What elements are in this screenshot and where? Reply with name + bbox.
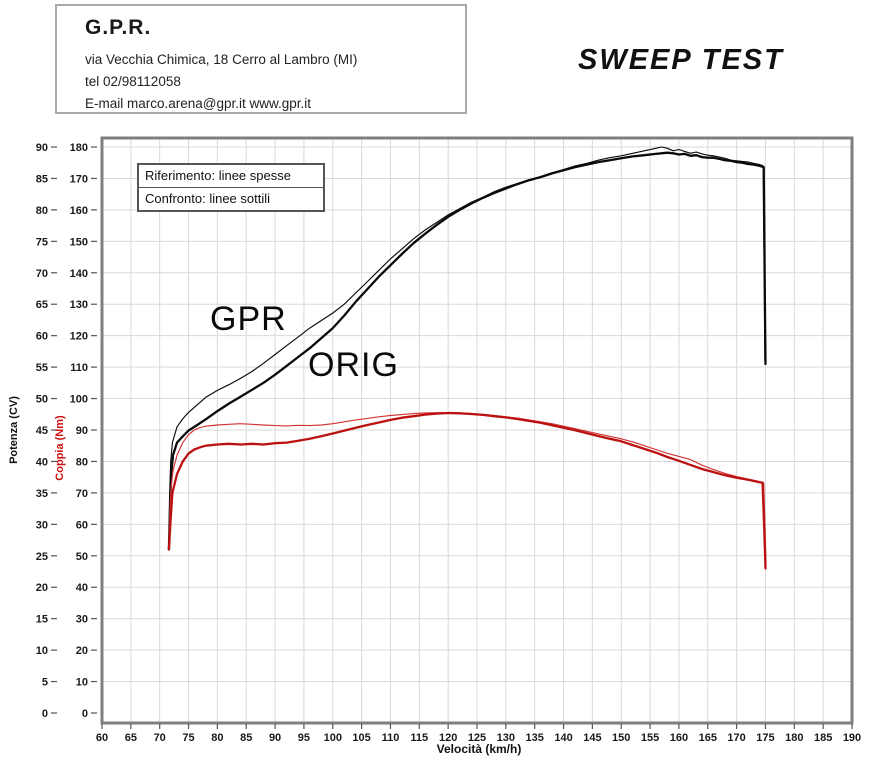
chart-legend: Riferimento: linee spesse Confronto: lin…	[137, 163, 325, 212]
y-tick-torque: 0	[82, 708, 88, 720]
y-axis-title-power: Potenza (CV)	[8, 396, 20, 464]
x-tick: 155	[641, 732, 659, 744]
y-tick-power: 25	[36, 551, 48, 563]
y-tick-power: 10	[36, 645, 48, 657]
y-tick-power: 65	[36, 299, 48, 311]
y-tick-power: 5	[42, 677, 48, 689]
y-tick-power: 55	[36, 362, 48, 374]
y-tick-torque: 10	[76, 677, 88, 689]
y-tick-power: 70	[36, 268, 48, 280]
y-tick-power: 45	[36, 425, 48, 437]
x-tick: 135	[526, 732, 544, 744]
y-tick-torque: 100	[70, 394, 88, 406]
x-tick: 170	[727, 732, 745, 744]
x-tick: 90	[269, 732, 281, 744]
plot-frame	[100, 136, 854, 725]
x-tick: 65	[125, 732, 137, 744]
curve-orig-potenza-cv	[167, 151, 767, 551]
y-tick-power: 80	[36, 205, 48, 217]
y-tick-torque: 90	[76, 425, 88, 437]
y-tick-torque: 80	[76, 456, 88, 468]
company-info-box: G.P.R. via Vecchia Chimica, 18 Cerro al …	[55, 4, 467, 114]
y-tick-torque: 110	[70, 362, 88, 374]
y-tick-power: 15	[36, 614, 48, 626]
x-tick: 190	[843, 732, 861, 744]
y-tick-power: 75	[36, 236, 48, 248]
x-tick: 175	[756, 732, 774, 744]
y-tick-torque: 20	[76, 645, 88, 657]
x-tick: 100	[324, 732, 342, 744]
x-tick: 140	[554, 732, 572, 744]
x-tick: 150	[612, 732, 630, 744]
y-tick-power: 60	[36, 331, 48, 343]
y-tick-torque: 170	[70, 173, 88, 185]
legend-reference-row: Riferimento: linee spesse	[139, 165, 323, 188]
y-tick-torque: 70	[76, 488, 88, 500]
y-tick-torque: 30	[76, 614, 88, 626]
x-tick: 70	[154, 732, 166, 744]
y-tick-labels-torque: 0 10 20 30 40 50 60 70 80 90 100 110 120 130 140 150 160…	[70, 142, 97, 720]
x-tick: 110	[382, 732, 400, 744]
y-tick-torque: 160	[70, 205, 88, 217]
x-tick: 185	[814, 732, 832, 744]
y-tick-torque: 140	[70, 268, 88, 280]
curve-gpr-coppia-nm	[168, 412, 767, 563]
x-tick: 105	[352, 732, 370, 744]
y-tick-torque: 130	[70, 299, 88, 311]
y-tick-torque: 50	[76, 551, 88, 563]
x-tick: 145	[583, 732, 601, 744]
y-tick-torque: 60	[76, 519, 88, 531]
x-tick: 125	[468, 732, 486, 744]
y-tick-power: 40	[36, 456, 48, 468]
y-tick-torque: 180	[70, 142, 88, 154]
legend-comparison-row: Confronto: linee sottili	[145, 191, 271, 206]
y-tick-torque: 120	[70, 331, 88, 343]
y-tick-power: 50	[36, 394, 48, 406]
x-tick: 130	[497, 732, 515, 744]
y-tick-torque: 40	[76, 582, 88, 594]
y-tick-power: 30	[36, 519, 48, 531]
x-tick: 115	[410, 732, 428, 744]
company-email: E-mail marco.arena@gpr.it www.gpr.it	[85, 96, 312, 111]
annotation-gpr-label: GPR	[210, 300, 287, 338]
x-tick: 160	[670, 732, 688, 744]
y-tick-power: 35	[36, 488, 48, 500]
y-tick-power: 20	[36, 582, 48, 594]
x-tick: 60	[96, 732, 108, 744]
company-phone: tel 02/98112058	[85, 74, 181, 89]
y-tick-torque: 150	[70, 236, 88, 248]
x-tick: 85	[240, 732, 252, 744]
curve-gpr-potenza-cv	[168, 146, 766, 551]
x-tick: 120	[439, 732, 457, 744]
x-tick: 95	[298, 732, 310, 744]
x-tick: 80	[211, 732, 223, 744]
x-axis-title: Velocità (km/h)	[436, 742, 522, 756]
chart-gridlines	[102, 138, 852, 723]
y-tick-labels-power: 0 5 10 15 20 25 30 35 40 45 50 55 60 65 70 75 80 85 90	[36, 142, 57, 720]
company-address: via Vecchia Chimica, 18 Cerro al Lambro …	[85, 52, 358, 67]
x-tick-labels: 60 65 70 75 80 85 90 95 100 105 110 115 120 125 130 135…	[96, 724, 861, 744]
page-title: SWEEP TEST	[578, 44, 784, 76]
x-tick: 180	[785, 732, 803, 744]
x-tick: 165	[699, 732, 717, 744]
y-axis-title-torque: Coppia (Nm)	[54, 415, 66, 481]
curve-orig-coppia-nm	[167, 411, 767, 570]
company-name: G.P.R.	[85, 16, 152, 39]
y-tick-power: 85	[36, 173, 48, 185]
y-tick-power: 0	[42, 708, 48, 720]
annotation-orig-label: ORIG	[308, 346, 399, 384]
y-tick-power: 90	[36, 142, 48, 154]
x-tick: 75	[182, 732, 194, 744]
